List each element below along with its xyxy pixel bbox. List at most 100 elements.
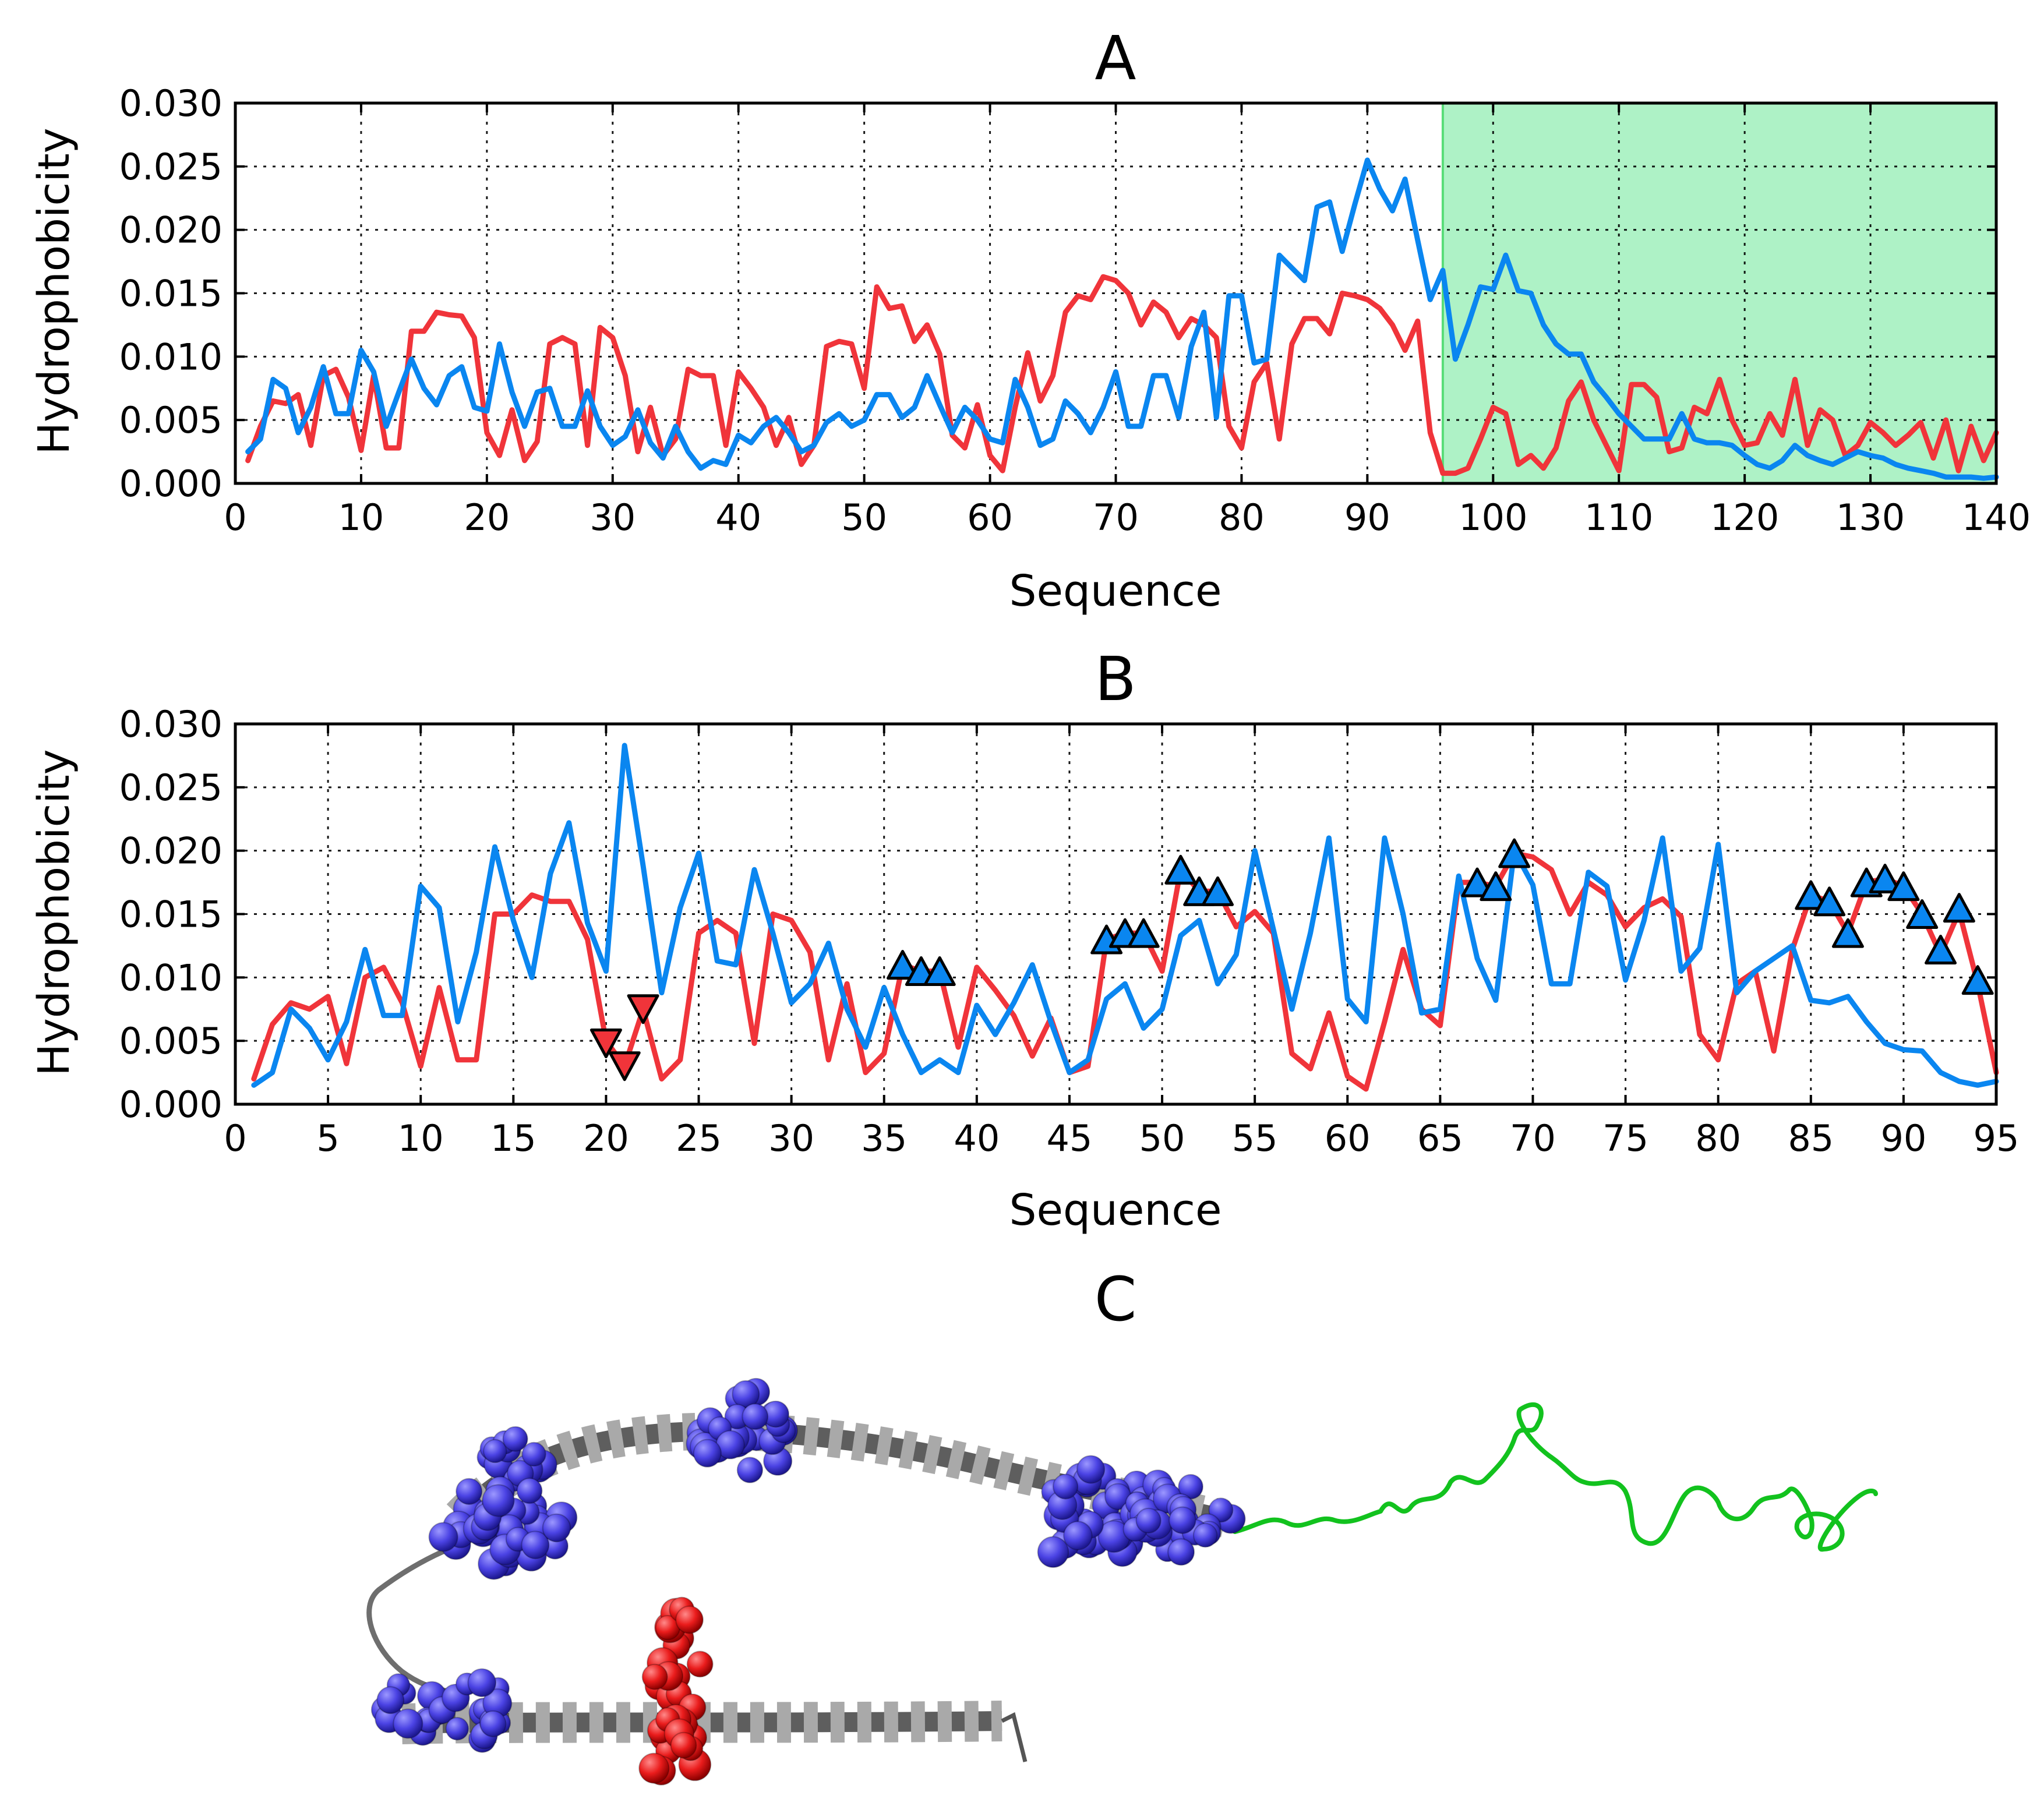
panel-a-xlabel: Sequence <box>1009 566 1222 616</box>
marker-up-triangle <box>1202 876 1234 906</box>
red-atom <box>675 1605 704 1634</box>
marker-up-triangle <box>1498 838 1531 868</box>
panel-b: B Hydrophobicity Sequence 0 5 10 15 20 25 30 35… <box>29 644 2019 1235</box>
panel-a: A Hydrophobicity Sequence 0 10 20 30 40 50 60 7… <box>29 23 2031 616</box>
panel-b-markers <box>589 838 1994 1082</box>
panel-a-xtick-label: 40 <box>715 496 761 539</box>
panel-b-xtick-label: 90 <box>1880 1117 1926 1160</box>
panel-a-xtick-label: 110 <box>1584 496 1653 539</box>
panel-b-xtick-label: 15 <box>490 1117 536 1160</box>
red-atom <box>686 1651 714 1678</box>
disordered-tail <box>1233 1402 1878 1552</box>
panel-b-xtick-label: 50 <box>1139 1117 1185 1160</box>
red-atom <box>638 1752 670 1784</box>
panel-a-ytick-label: 0.015 <box>119 273 223 315</box>
panel-a-xtick-label: 140 <box>1962 496 2031 539</box>
blue-atom <box>1037 1536 1069 1568</box>
panel-b-ytick-label: 0.000 <box>119 1083 223 1126</box>
loop-connector <box>366 1540 464 1698</box>
blue-atom <box>742 1403 769 1430</box>
panel-b-xtick-label: 75 <box>1602 1117 1648 1160</box>
blue-atom <box>467 1668 497 1698</box>
panel-a-xtick-label: 80 <box>1219 496 1265 539</box>
blue-atom <box>521 1531 550 1560</box>
marker-up-triangle <box>1480 871 1512 902</box>
blue-atom <box>1192 1522 1218 1548</box>
panel-a-series-blue <box>245 157 1999 481</box>
panel-a-xtick-label: 30 <box>589 496 636 539</box>
marker-up-triangle <box>1795 880 1827 910</box>
panel-b-xtick-label: 35 <box>861 1117 907 1160</box>
blue-atom <box>445 1717 469 1741</box>
blue-atom <box>542 1513 571 1543</box>
panel-b-xtick-label: 70 <box>1510 1117 1556 1160</box>
blue-atom <box>1053 1473 1079 1500</box>
panel-b-ytick-label: 0.025 <box>119 766 223 809</box>
panel-b-xtick-label: 0 <box>224 1117 246 1160</box>
panel-a-xtick-label: 120 <box>1710 496 1779 539</box>
blue-atom <box>521 1441 546 1467</box>
panel-b-series <box>251 743 1999 1092</box>
blue-atom <box>483 1439 507 1464</box>
blue-atom <box>502 1426 528 1452</box>
panel-b-xtick-label: 30 <box>768 1117 814 1160</box>
panel-b-xtick-label: 5 <box>316 1117 339 1160</box>
blue-atom <box>1135 1507 1162 1534</box>
panel-b-ytick-label: 0.005 <box>119 1020 223 1062</box>
marker-up-triangle <box>1831 918 1864 948</box>
blue-atom <box>1178 1473 1203 1500</box>
blue-atom <box>736 1457 764 1483</box>
panel-a-title: A <box>1095 23 1136 94</box>
panel-b-frame <box>234 722 1998 1106</box>
panel-a-xtick-label: 0 <box>224 496 246 539</box>
panel-b-xtick-label: 20 <box>583 1117 629 1160</box>
panel-a-ytick-label: 0.010 <box>119 335 223 378</box>
marker-down-triangle <box>627 994 659 1024</box>
blue-atom <box>1063 1521 1093 1550</box>
blue-atom <box>479 1710 507 1737</box>
panel-b-xtick-label: 40 <box>954 1117 1000 1160</box>
panel-a-series <box>245 157 1999 481</box>
panel-b-series-blue <box>251 743 1999 1088</box>
marker-up-triangle <box>1961 965 1994 995</box>
panel-a-xtick-label: 50 <box>841 496 887 539</box>
panel-a-xtick-label: 100 <box>1459 496 1527 539</box>
marker-up-triangle <box>1943 893 1975 923</box>
blue-atom <box>456 1478 483 1505</box>
panel-a-series-red <box>245 274 1999 476</box>
panel-a-ticks: 0 10 20 30 40 50 60 70 80 90 100 110 120 130 140 0.000 0… <box>119 82 2031 539</box>
blue-atom <box>1076 1455 1106 1484</box>
panel-a-xtick-label: 70 <box>1093 496 1139 539</box>
marker-up-triangle <box>1906 899 1939 929</box>
panel-b-ytick-label: 0.015 <box>119 893 223 936</box>
marker-down-triangle <box>589 1029 622 1059</box>
panel-b-ytick-label: 0.030 <box>119 703 223 745</box>
marker-up-triangle <box>923 956 956 986</box>
panel-a-xtick-label: 20 <box>464 496 510 539</box>
panel-b-xtick-label: 95 <box>1974 1117 2020 1160</box>
panel-b-xtick-label: 45 <box>1046 1117 1092 1160</box>
panel-a-ytick-label: 0.025 <box>119 146 223 188</box>
panel-a-xtick-label: 90 <box>1344 496 1390 539</box>
marker-down-triangle <box>608 1051 641 1082</box>
blue-atom <box>1167 1538 1195 1566</box>
blue-atom <box>1168 1506 1196 1535</box>
panel-c: C <box>366 1264 1878 1786</box>
panel-a-ytick-label: 0.005 <box>119 399 223 441</box>
blue-atom <box>376 1686 405 1715</box>
marker-up-triangle <box>1869 864 1901 894</box>
marker-up-triangle <box>1887 871 1920 902</box>
panel-a-frame <box>234 101 1998 485</box>
panel-b-xlabel: Sequence <box>1009 1185 1222 1235</box>
panel-b-title: B <box>1095 644 1136 715</box>
blue-atom <box>482 1484 515 1517</box>
panel-b-ytick-label: 0.020 <box>119 830 223 872</box>
panel-a-ytick-label: 0.000 <box>119 462 223 505</box>
panel-b-grid <box>235 724 1996 1104</box>
blue-atom <box>393 1708 423 1739</box>
panel-b-xtick-label: 80 <box>1695 1117 1741 1160</box>
marker-up-triangle <box>1127 918 1160 948</box>
marker-up-triangle <box>887 950 919 980</box>
panel-b-xtick-label: 10 <box>398 1117 444 1160</box>
